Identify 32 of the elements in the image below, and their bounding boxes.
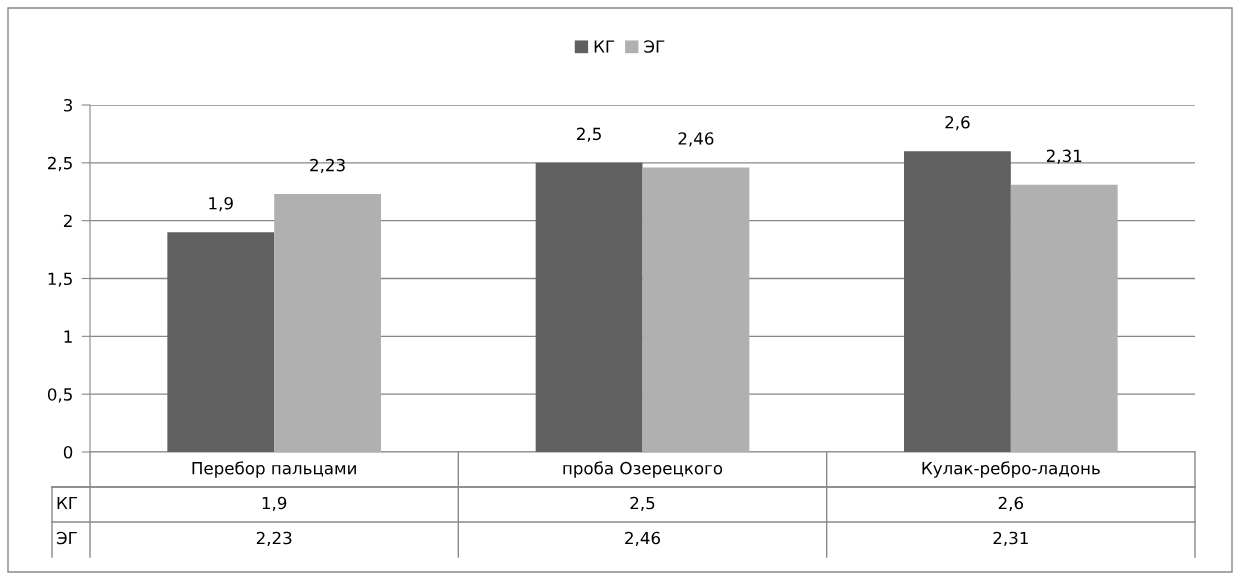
legend-label: ЭГ (644, 40, 665, 53)
legend-label: КГ (594, 40, 615, 53)
y-tick-label: 0,5 (47, 388, 72, 403)
y-tick-label: 0 (63, 445, 73, 459)
data-label: 2,31 (993, 531, 1028, 547)
y-tick-label: 1,5 (48, 272, 72, 287)
y-tick-label: 1 (64, 330, 72, 343)
text: 1,9 (209, 196, 233, 212)
text: ЭГ (56, 531, 77, 545)
text: 2,5 (577, 127, 601, 142)
bar (1010, 184, 1118, 452)
bar (642, 167, 750, 452)
text: 2,23 (310, 158, 345, 174)
data-label: 2,5 (630, 496, 655, 512)
y-tick-label: 2,5 (48, 156, 72, 172)
bar (167, 232, 275, 452)
x-tick-label: проба Озерецкого (563, 461, 723, 478)
x-tick-label: Перебор пальцами (192, 461, 356, 478)
data-label: 2,6 (998, 496, 1024, 512)
text: 2,31 (1046, 149, 1082, 164)
data-label: 2,23 (256, 531, 292, 547)
bar (274, 194, 381, 452)
y-tick-label: 3 (64, 98, 72, 112)
y-tick-label: 2 (63, 214, 72, 227)
x-tick-label: Кулак-ребро-ладонь (922, 461, 1100, 478)
data-label: 2,46 (625, 531, 661, 547)
bar (535, 162, 643, 452)
text: 2,46 (678, 132, 714, 147)
data-label: 1,9 (262, 496, 287, 512)
bar (904, 151, 1011, 452)
text: КГ (57, 496, 78, 510)
text: 2,6 (945, 115, 970, 131)
